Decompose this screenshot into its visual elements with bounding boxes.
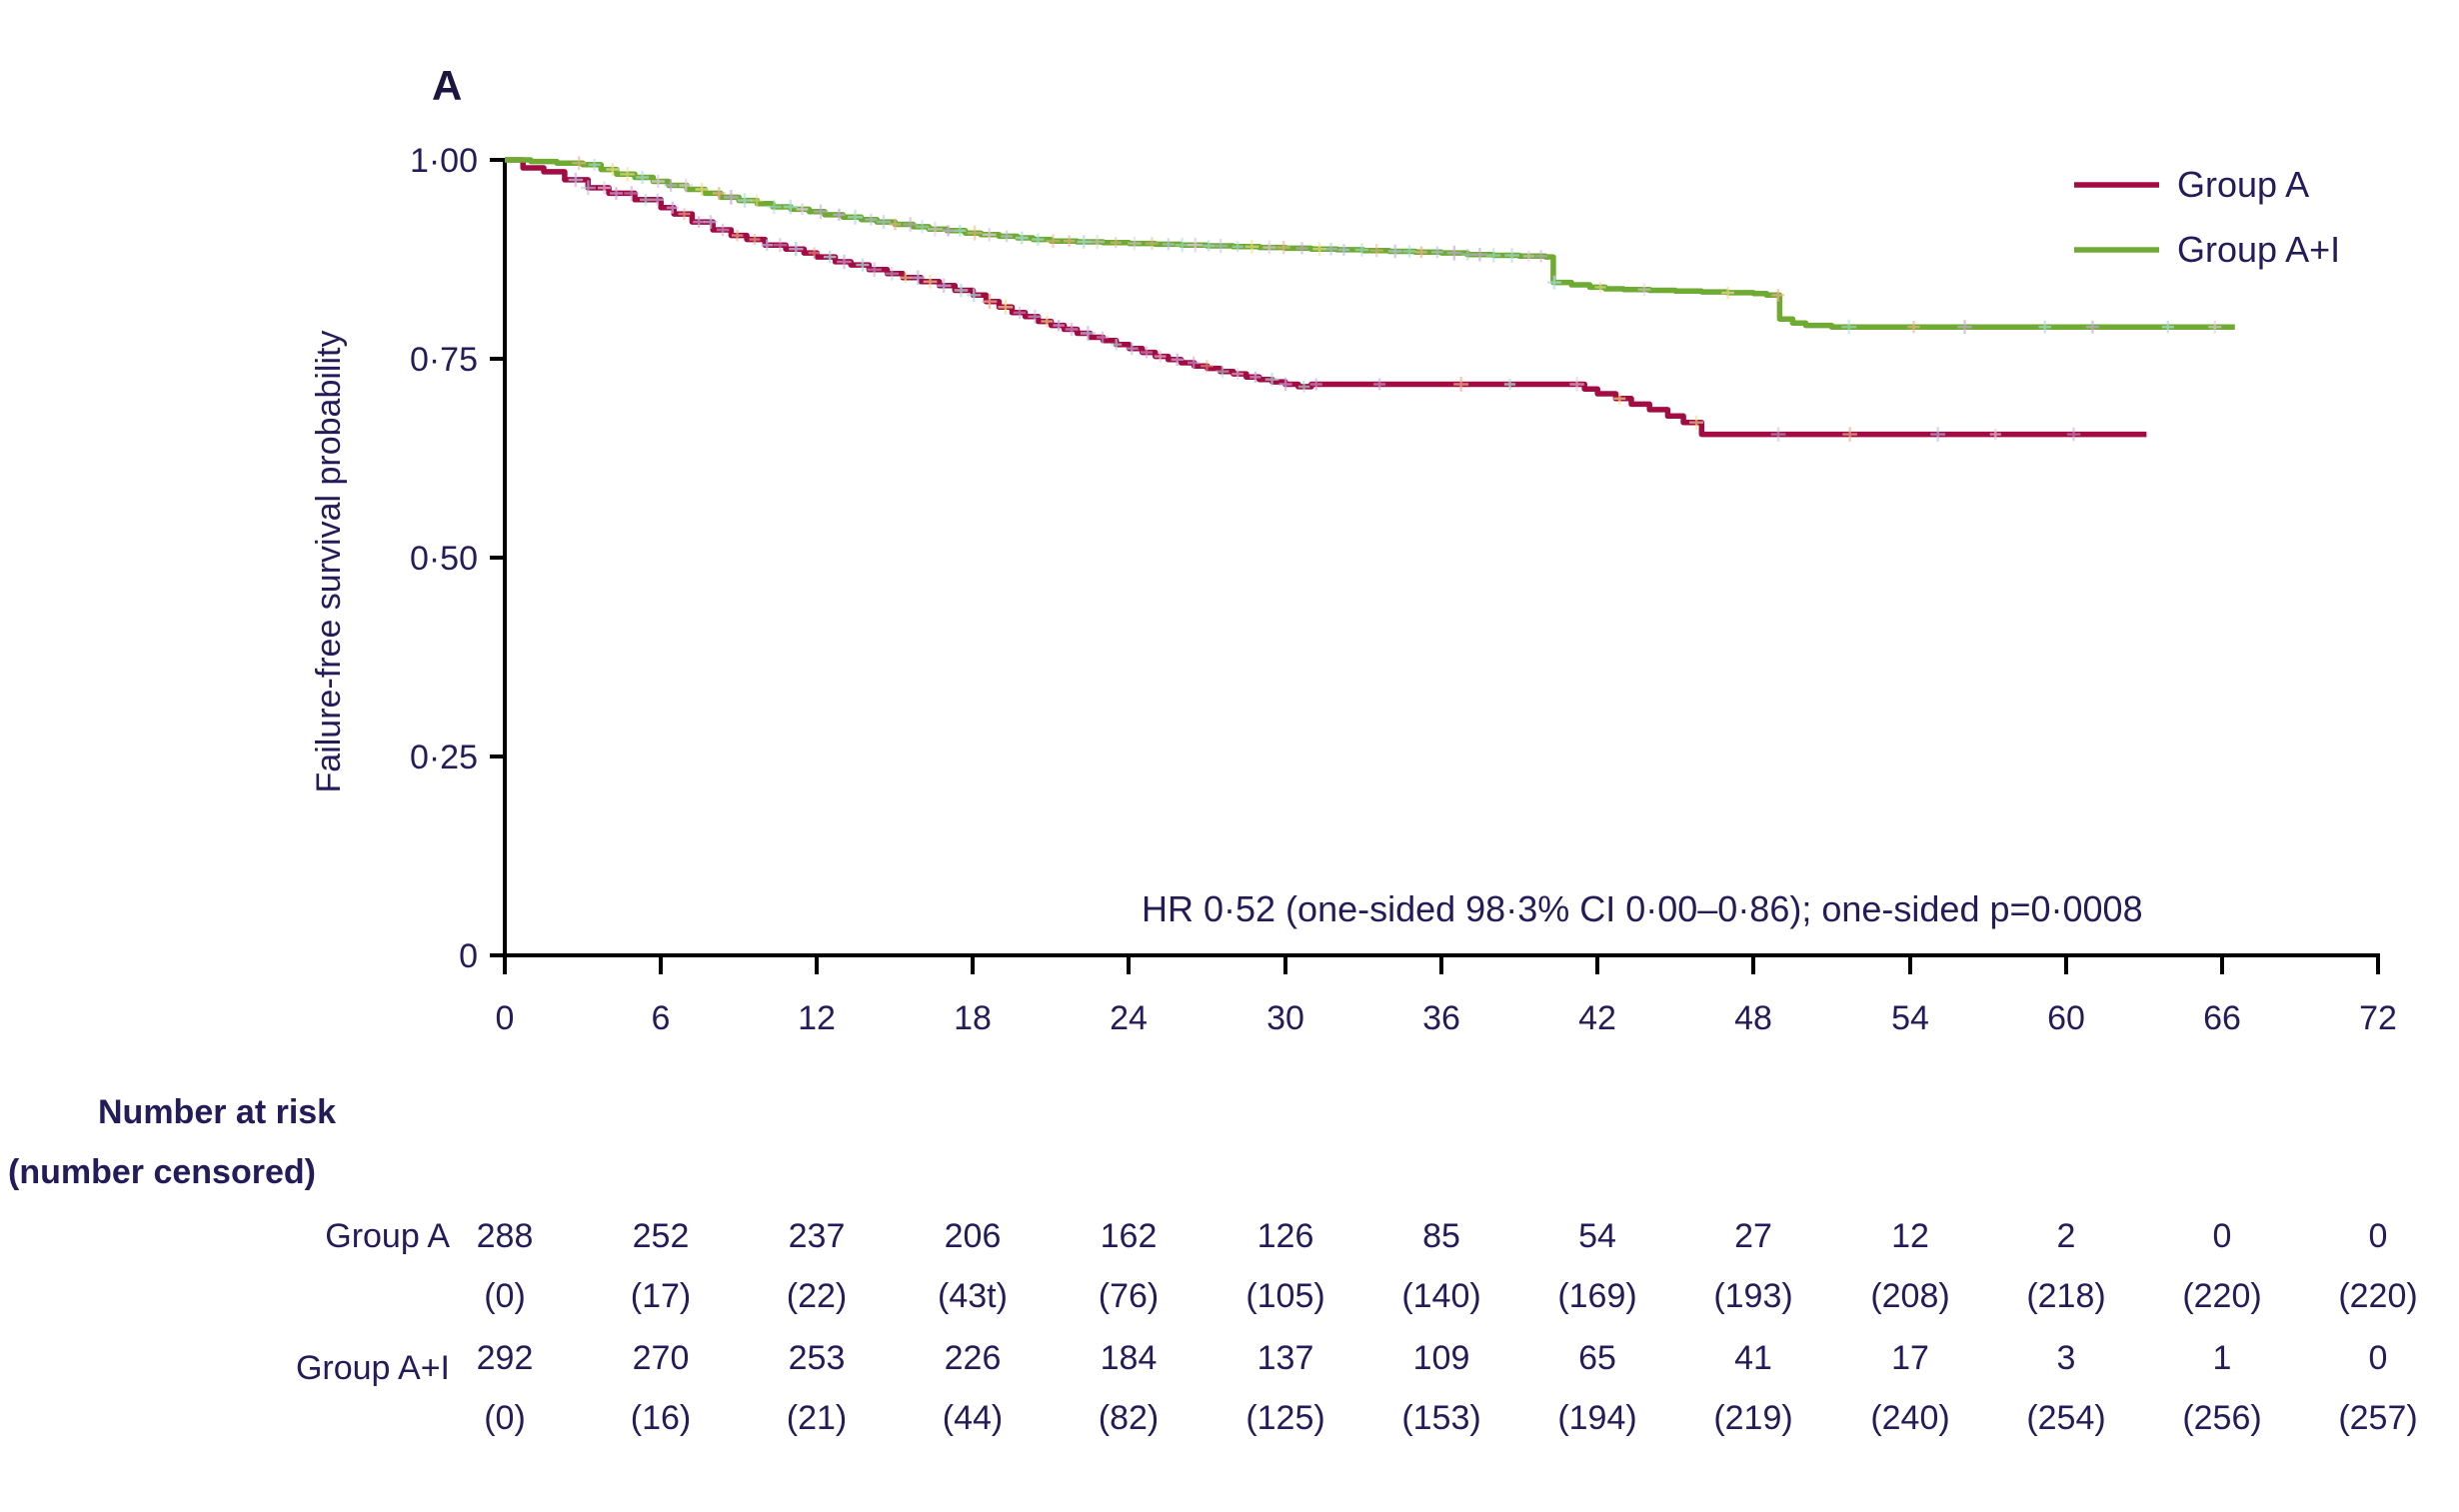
svg-text:(22): (22) — [787, 1277, 847, 1315]
svg-text:Failure-free survival probabil: Failure-free survival probability — [310, 331, 348, 793]
svg-text:(219): (219) — [1713, 1399, 1792, 1437]
svg-text:0·75: 0·75 — [410, 341, 478, 379]
svg-text:Group A+I: Group A+I — [296, 1349, 450, 1387]
svg-text:54: 54 — [1578, 1217, 1616, 1255]
svg-text:109: 109 — [1413, 1339, 1470, 1377]
svg-text:0: 0 — [2213, 1217, 2232, 1255]
svg-text:(254): (254) — [2026, 1399, 2105, 1437]
svg-text:(76): (76) — [1099, 1277, 1159, 1315]
svg-text:253: 253 — [789, 1339, 846, 1377]
svg-text:(193): (193) — [1713, 1277, 1792, 1315]
svg-text:Group A: Group A — [2177, 164, 2309, 205]
svg-text:3: 3 — [2057, 1339, 2076, 1377]
svg-text:137: 137 — [1257, 1339, 1314, 1377]
svg-text:36: 36 — [1422, 999, 1460, 1037]
svg-text:6: 6 — [652, 999, 671, 1037]
svg-text:(153): (153) — [1401, 1399, 1480, 1437]
svg-text:85: 85 — [1422, 1217, 1460, 1255]
svg-text:18: 18 — [954, 999, 992, 1037]
svg-text:0·25: 0·25 — [410, 739, 478, 776]
svg-text:12: 12 — [1891, 1217, 1929, 1255]
svg-text:(16): (16) — [631, 1399, 691, 1437]
svg-text:27: 27 — [1734, 1217, 1772, 1255]
svg-text:0: 0 — [496, 999, 515, 1037]
svg-text:30: 30 — [1266, 999, 1304, 1037]
svg-text:HR 0·52 (one-sided 98·3% CI 0·: HR 0·52 (one-sided 98·3% CI 0·00–0·86); … — [1142, 888, 2143, 929]
svg-text:(0): (0) — [484, 1277, 526, 1315]
svg-text:2: 2 — [2057, 1217, 2076, 1255]
svg-text:226: 226 — [945, 1339, 1002, 1377]
svg-text:65: 65 — [1578, 1339, 1616, 1377]
svg-text:Group A: Group A — [325, 1217, 450, 1255]
svg-text:126: 126 — [1257, 1217, 1314, 1255]
svg-text:(194): (194) — [1557, 1399, 1636, 1437]
svg-text:0: 0 — [2369, 1217, 2388, 1255]
svg-text:(43t): (43t) — [938, 1277, 1008, 1315]
svg-text:A: A — [432, 62, 462, 109]
svg-text:42: 42 — [1578, 999, 1616, 1037]
svg-text:(220): (220) — [2182, 1277, 2261, 1315]
svg-text:(125): (125) — [1245, 1399, 1324, 1437]
svg-text:(218): (218) — [2026, 1277, 2105, 1315]
svg-text:(17): (17) — [631, 1277, 691, 1315]
svg-text:(208): (208) — [1870, 1277, 1949, 1315]
svg-text:(82): (82) — [1099, 1399, 1159, 1437]
svg-text:252: 252 — [633, 1217, 690, 1255]
svg-text:(0): (0) — [484, 1399, 526, 1437]
svg-text:206: 206 — [945, 1217, 1002, 1255]
svg-text:1·00: 1·00 — [410, 142, 478, 180]
svg-text:72: 72 — [2359, 999, 2397, 1037]
svg-text:24: 24 — [1110, 999, 1148, 1037]
svg-text:Group A+I: Group A+I — [2177, 229, 2340, 270]
svg-text:60: 60 — [2047, 999, 2085, 1037]
svg-text:(44): (44) — [943, 1399, 1003, 1437]
svg-text:0: 0 — [2369, 1339, 2388, 1377]
svg-text:(220): (220) — [2338, 1277, 2417, 1315]
svg-text:(169): (169) — [1557, 1277, 1636, 1315]
svg-text:162: 162 — [1101, 1217, 1158, 1255]
svg-text:0: 0 — [459, 937, 478, 975]
svg-text:(105): (105) — [1245, 1277, 1324, 1315]
svg-text:(140): (140) — [1401, 1277, 1480, 1315]
svg-text:54: 54 — [1891, 999, 1929, 1037]
svg-text:(256): (256) — [2182, 1399, 2261, 1437]
svg-text:12: 12 — [798, 999, 836, 1037]
svg-text:48: 48 — [1734, 999, 1772, 1037]
svg-text:0·50: 0·50 — [410, 540, 478, 578]
svg-text:41: 41 — [1734, 1339, 1772, 1377]
svg-text:1: 1 — [2213, 1339, 2232, 1377]
svg-text:237: 237 — [789, 1217, 846, 1255]
svg-text:(21): (21) — [787, 1399, 847, 1437]
svg-text:(257): (257) — [2338, 1399, 2417, 1437]
svg-text:17: 17 — [1891, 1339, 1929, 1377]
svg-text:Number at risk: Number at risk — [98, 1093, 336, 1131]
svg-text:184: 184 — [1101, 1339, 1158, 1377]
svg-text:288: 288 — [477, 1217, 534, 1255]
svg-text:292: 292 — [477, 1339, 534, 1377]
svg-text:270: 270 — [633, 1339, 690, 1377]
svg-text:(number censored): (number censored) — [8, 1153, 316, 1191]
svg-text:66: 66 — [2203, 999, 2241, 1037]
svg-text:(240): (240) — [1870, 1399, 1949, 1437]
